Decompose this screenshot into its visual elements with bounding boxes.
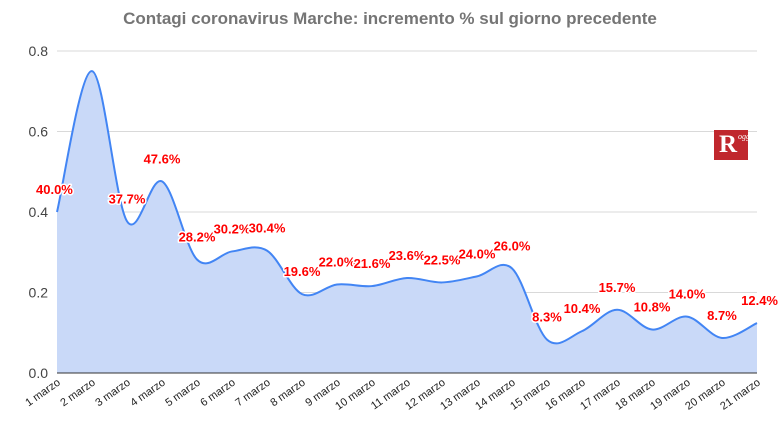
x-tick-label: 21 marzo bbox=[718, 377, 762, 413]
x-tick-label: 7 marzo bbox=[233, 377, 272, 410]
x-tick-label: 2 marzo bbox=[58, 377, 97, 410]
data-label: 15.7% bbox=[599, 280, 636, 295]
data-label: 21.6% bbox=[354, 256, 391, 271]
data-label: 23.6% bbox=[389, 248, 426, 263]
data-label: 14.0% bbox=[669, 287, 706, 302]
x-tick-label: 8 marzo bbox=[268, 377, 307, 410]
data-label: 19.6% bbox=[284, 264, 321, 279]
data-labels: 40.0% 37.7% 47.6% 28.2%30.2%30.4% 19.6%22.0%… bbox=[35, 150, 780, 326]
data-label: 37.7% bbox=[109, 191, 146, 206]
data-label: 10.8% bbox=[634, 300, 671, 315]
data-label: 40.0% bbox=[36, 182, 73, 197]
x-tick-label: 3 marzo bbox=[93, 377, 132, 410]
area-fill bbox=[57, 71, 757, 373]
x-tick-label: 5 marzo bbox=[163, 377, 202, 410]
data-label: 30.2% bbox=[214, 221, 251, 236]
data-label: 28.2% bbox=[179, 229, 216, 244]
x-tick-label: 4 marzo bbox=[128, 377, 167, 410]
data-label: 8.3% bbox=[532, 310, 562, 325]
data-label: 22.0% bbox=[319, 254, 356, 269]
y-tick-label: 0.2 bbox=[29, 285, 49, 301]
y-axis-ticks: 0.0 0.2 0.4 0.6 0.8 bbox=[29, 43, 49, 381]
data-label: 22.5% bbox=[424, 252, 461, 267]
x-tick-label: 10 marzo bbox=[333, 377, 377, 413]
data-label: 12.4% bbox=[741, 293, 778, 308]
series-line bbox=[56, 70, 758, 345]
data-label: 30.4% bbox=[249, 221, 286, 236]
y-tick-label: 0.4 bbox=[29, 204, 49, 220]
data-label: 24.0% bbox=[459, 246, 496, 261]
y-tick-label: 0.0 bbox=[29, 365, 49, 381]
x-tick-label: 6 marzo bbox=[198, 377, 237, 410]
y-tick-label: 0.6 bbox=[29, 124, 49, 140]
y-tick-label: 0.8 bbox=[29, 43, 49, 59]
data-label: 26.0% bbox=[494, 238, 531, 253]
x-tick-label: 1 marzo bbox=[23, 377, 62, 410]
chart-title: Contagi coronavirus Marche: incremento %… bbox=[123, 9, 657, 28]
data-label: 8.7% bbox=[707, 308, 737, 323]
data-label: 10.4% bbox=[564, 301, 601, 316]
data-label: 47.6% bbox=[144, 151, 181, 166]
